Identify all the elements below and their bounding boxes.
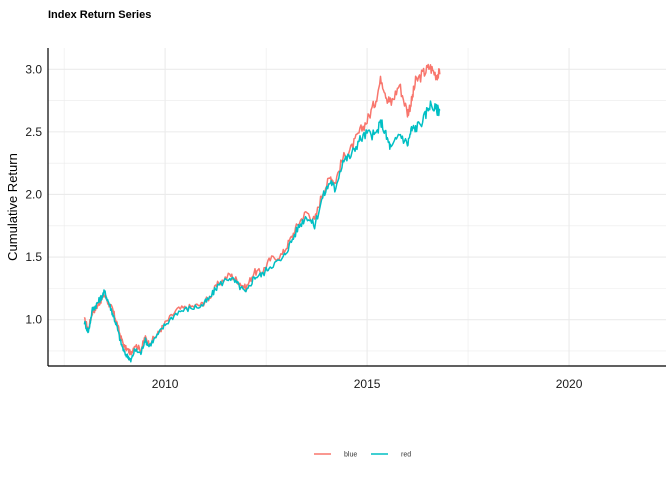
axes bbox=[47, 48, 666, 367]
y-axis-title: Cumulative Return bbox=[5, 153, 20, 261]
series-lines bbox=[83, 63, 441, 363]
y-tick-label: 3.0 bbox=[25, 62, 42, 76]
y-tick-label: 1.0 bbox=[25, 313, 42, 327]
legend-label: blue bbox=[344, 452, 357, 459]
series-line-red bbox=[83, 100, 441, 363]
legend: blue red bbox=[314, 452, 411, 459]
x-tick-label: 2015 bbox=[354, 377, 381, 391]
chart-title: Index Return Series bbox=[48, 9, 152, 21]
grid-lines bbox=[48, 48, 666, 366]
x-tick-label: 2010 bbox=[152, 377, 179, 391]
series-line-blue bbox=[83, 63, 441, 356]
legend-label: red bbox=[401, 452, 411, 459]
tick-labels: 1.0 1.5 2.0 2.5 3.0 2010 2015 2020 bbox=[25, 62, 582, 391]
x-tick-label: 2020 bbox=[556, 377, 583, 391]
y-tick-label: 2.0 bbox=[25, 187, 42, 201]
y-tick-label: 1.5 bbox=[25, 250, 42, 264]
y-tick-label: 2.5 bbox=[25, 125, 42, 139]
